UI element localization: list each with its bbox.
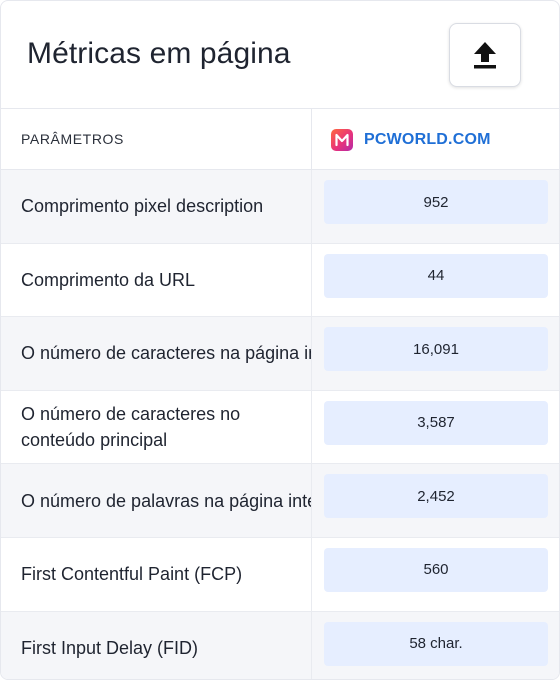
value-column: 560: [311, 537, 559, 611]
metric-value: 3,587: [324, 400, 548, 445]
upload-arrow-icon: [472, 40, 498, 70]
m-logo-icon: [331, 128, 353, 151]
value-column: 58 char.: [311, 611, 559, 679]
card-header: Métricas em página: [1, 1, 559, 109]
row-label: Comprimento da URL: [21, 269, 196, 290]
page-title: Métricas em página: [27, 37, 291, 70]
row-label: First Contentful Paint (FCP): [21, 564, 243, 585]
row-label: O número de caracteres no conteúdo princ…: [21, 403, 241, 451]
site-name-link[interactable]: PCWORLD.COM: [364, 130, 491, 148]
metric-value: 44: [324, 253, 548, 298]
table-row: Comprimento pixel description 952: [1, 170, 559, 244]
site-column-header[interactable]: PCWORLD.COM: [311, 109, 559, 170]
table-row: Comprimento da URL 44: [1, 243, 559, 318]
table-row: First Contentful Paint (FCP) 560: [1, 537, 559, 612]
value-column: 16,091: [311, 317, 559, 390]
parameters-column-header: PARÂMETROS: [21, 131, 124, 147]
table-row: O número de palavras na página inteira 2…: [1, 464, 559, 538]
metric-value: 560: [324, 547, 548, 592]
row-label: O número de palavras na página inteira: [21, 490, 311, 511]
export-button[interactable]: [449, 23, 521, 87]
metric-value: 952: [324, 180, 548, 224]
table-row: O número de caracteres na página inteira…: [1, 317, 559, 391]
table-row: O número de caracteres no conteúdo princ…: [1, 390, 559, 465]
value-column: 952: [311, 170, 559, 243]
table-header: PARÂMETROS PCWORLD.COM: [1, 109, 559, 170]
value-column: 3,587: [311, 390, 559, 464]
value-column: 44: [311, 243, 559, 317]
metrics-table-body: Comprimento pixel description 952 Compri…: [1, 170, 559, 679]
value-column: 2,452: [311, 464, 559, 537]
row-label: Comprimento pixel description: [21, 196, 264, 217]
metric-value: 2,452: [324, 474, 548, 519]
table-row: First Input Delay (FID) 58 char.: [1, 611, 559, 679]
row-label: O número de caracteres na página inteira: [21, 343, 311, 364]
metric-value: 58 char.: [324, 621, 548, 666]
metric-value: 16,091: [324, 327, 548, 372]
row-label: First Input Delay (FID): [21, 637, 199, 658]
